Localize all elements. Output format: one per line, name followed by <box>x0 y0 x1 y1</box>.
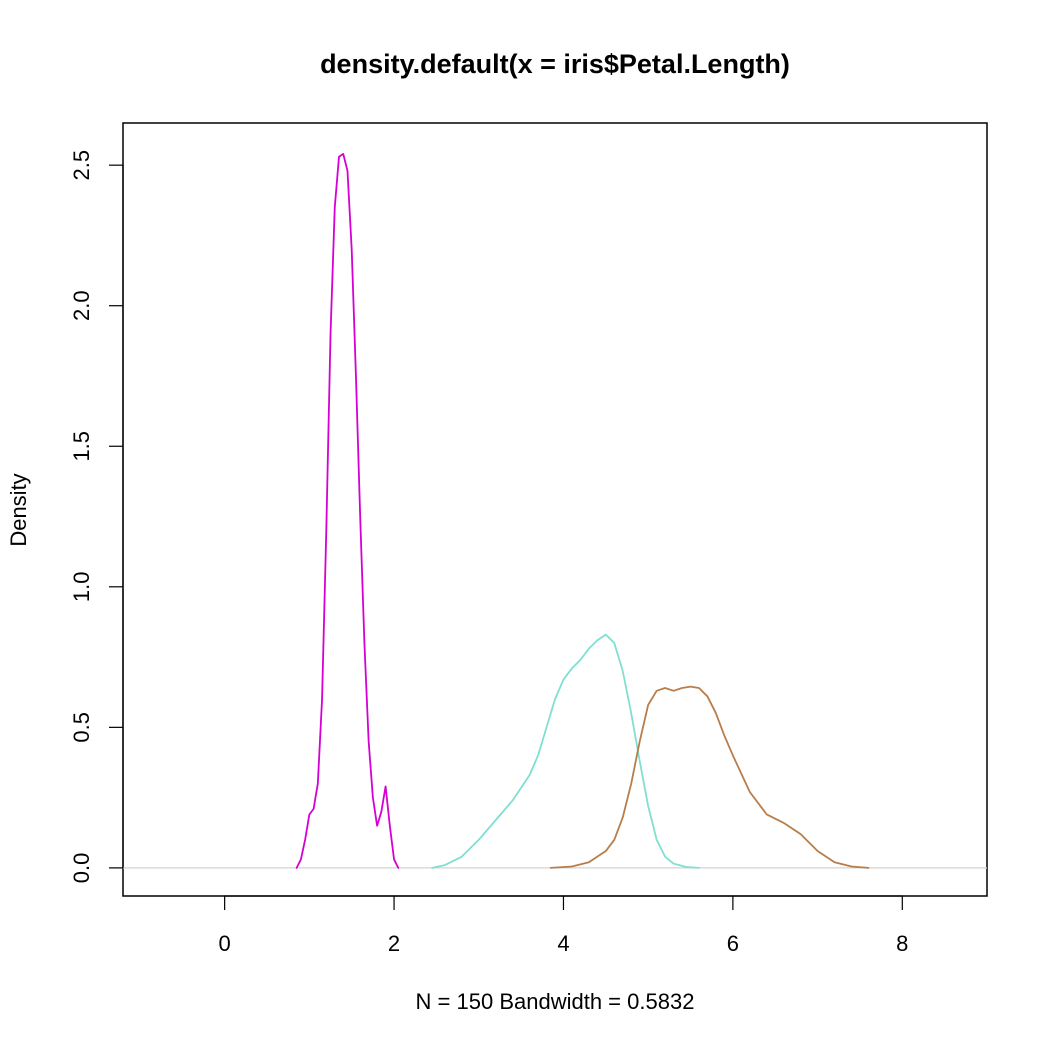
density-line-2 <box>431 633 700 869</box>
x-tick-label: 8 <box>896 931 908 956</box>
y-tick-label: 0.0 <box>69 853 94 884</box>
y-tick-label: 1.0 <box>69 572 94 603</box>
y-axis-label: Density <box>6 473 31 546</box>
x-tick-label: 4 <box>557 931 569 956</box>
density-line-1 <box>295 153 400 869</box>
x-tick-label: 6 <box>727 931 739 956</box>
series-layer <box>295 153 870 869</box>
x-axis: 0 2 4 6 8 <box>219 895 908 956</box>
chart-title: density.default(x = iris$Petal.Length) <box>320 49 790 79</box>
x-axis-label: N = 150 Bandwidth = 0.5832 <box>416 989 695 1014</box>
y-tick-label: 2.5 <box>69 150 94 181</box>
x-tick-label: 0 <box>219 931 231 956</box>
x-tick-label: 2 <box>388 931 400 956</box>
y-tick-label: 1.5 <box>69 431 94 462</box>
y-tick-label: 0.5 <box>69 712 94 743</box>
plot-frame <box>122 122 988 897</box>
y-axis: 0.0 0.5 1.0 1.5 2.0 2.5 <box>69 150 124 884</box>
density-line-3 <box>549 685 870 869</box>
y-tick-label: 2.0 <box>69 290 94 321</box>
